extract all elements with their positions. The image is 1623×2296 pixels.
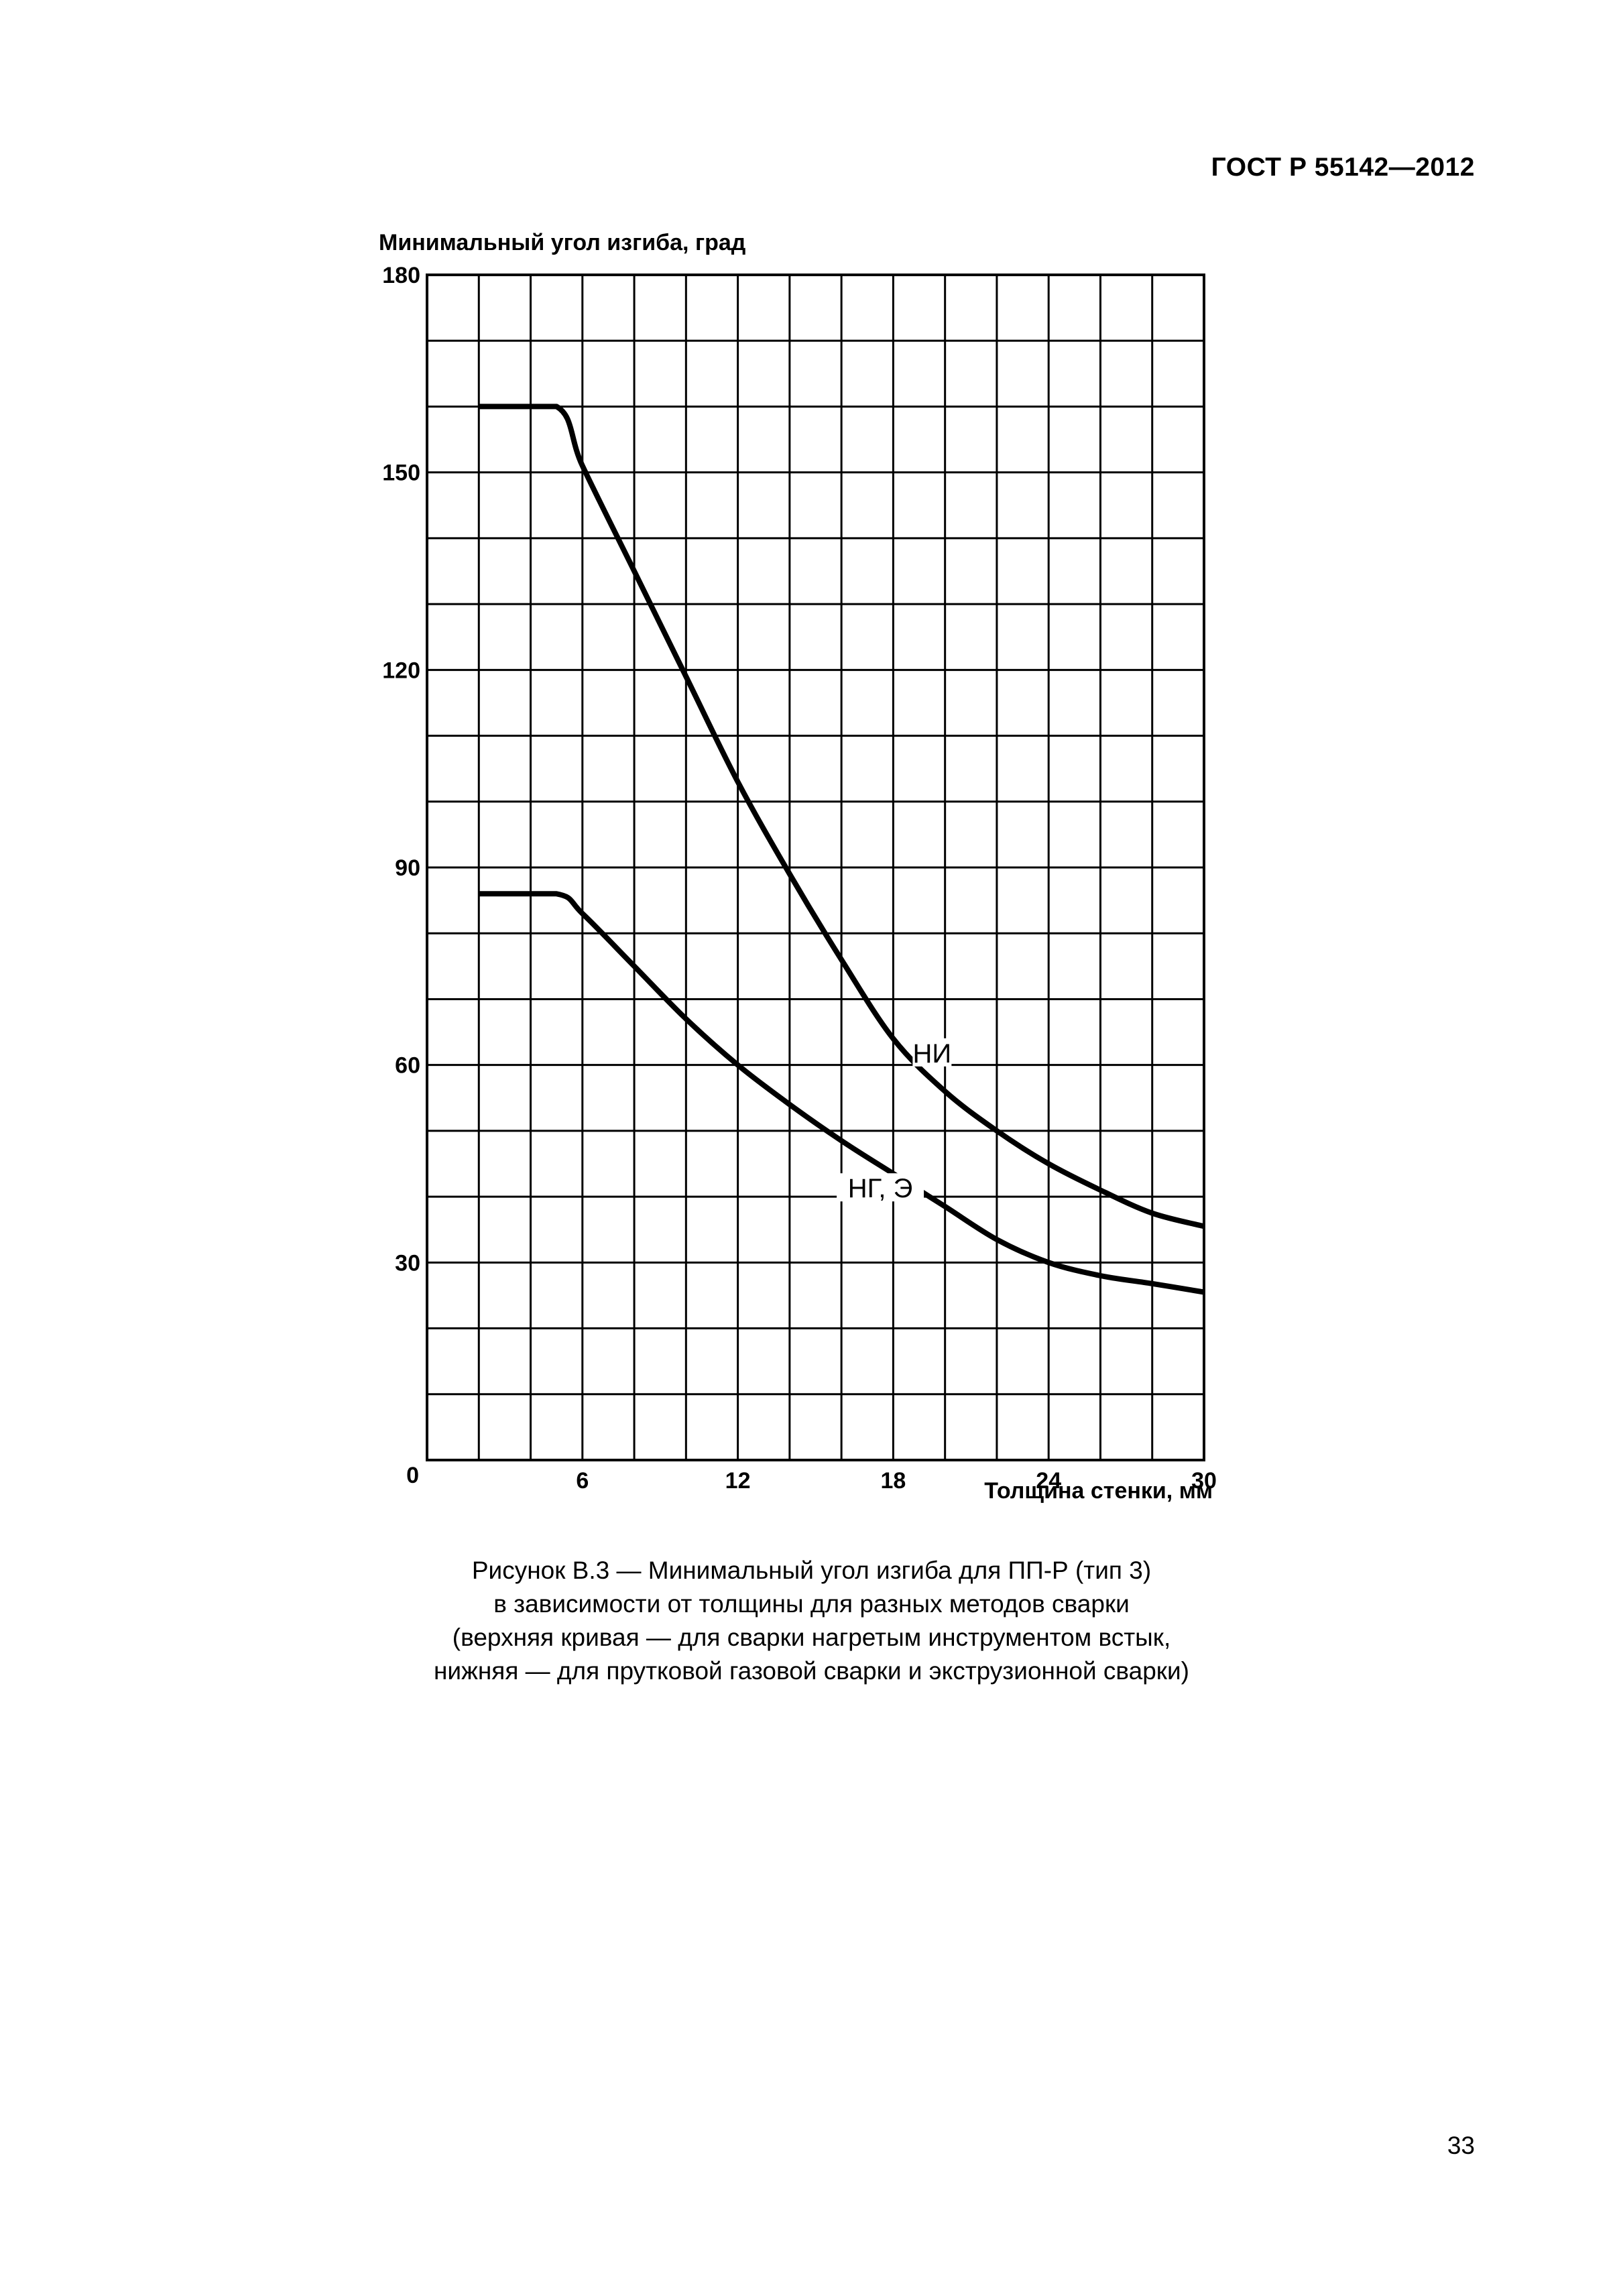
y-tick-label: 30 bbox=[395, 1250, 420, 1276]
y-tick-label: 150 bbox=[382, 461, 420, 486]
x-tick-label: 12 bbox=[725, 1468, 751, 1494]
series-label-1: НИ bbox=[913, 1039, 952, 1069]
series-line-2 bbox=[479, 891, 1205, 1295]
x-tick-label: 24 bbox=[1036, 1468, 1061, 1494]
annotation-layer: НИ НГ, Э bbox=[837, 1038, 952, 1203]
chart-grid bbox=[426, 274, 1205, 1461]
series-label-2: НГ, Э bbox=[848, 1174, 913, 1203]
x-tick-label: 6 bbox=[576, 1468, 589, 1494]
caption-line-1: Рисунок В.3 — Минимальный угол изгиба дл… bbox=[471, 1557, 1152, 1584]
x-tick-label: 30 bbox=[1191, 1468, 1217, 1494]
annotation-background bbox=[837, 1173, 924, 1202]
series-line-1 bbox=[479, 404, 1205, 1229]
y-axis-label: Минимальный угол изгиба, град bbox=[379, 230, 746, 255]
annotation-background bbox=[912, 1038, 952, 1067]
y-tick-label: 60 bbox=[395, 1053, 420, 1079]
y-tick-label: 90 bbox=[395, 855, 420, 881]
origin-label: 0 bbox=[406, 1463, 419, 1488]
bend-angle-chart: 6 12 18 24 30 30 60 90 120 150 180 0 НИ НГ, Э bbox=[382, 263, 1217, 1494]
figure-caption: Рисунок В.3 — Минимальный угол изгиба дл… bbox=[0, 1554, 1623, 1688]
y-tick-label: 180 bbox=[382, 263, 420, 288]
tick-labels: 6 12 18 24 30 30 60 90 120 150 180 0 bbox=[382, 263, 1217, 1494]
series-layer bbox=[479, 404, 1205, 1295]
plot-frame bbox=[426, 274, 1205, 1461]
page-number: 33 bbox=[1447, 2132, 1475, 2159]
document-header: ГОСТ Р 55142—2012 bbox=[1211, 153, 1475, 182]
x-axis-label: Толщина стенки, мм bbox=[984, 1478, 1213, 1504]
x-tick-label: 18 bbox=[880, 1468, 906, 1494]
caption-line-4: нижняя — для прутковой газовой сварки и … bbox=[434, 1657, 1189, 1685]
y-tick-label: 120 bbox=[382, 658, 420, 683]
caption-line-2: в зависимости от толщины для разных мето… bbox=[493, 1590, 1130, 1618]
caption-line-3: (верхняя кривая — для сварки нагретым ин… bbox=[452, 1624, 1171, 1651]
